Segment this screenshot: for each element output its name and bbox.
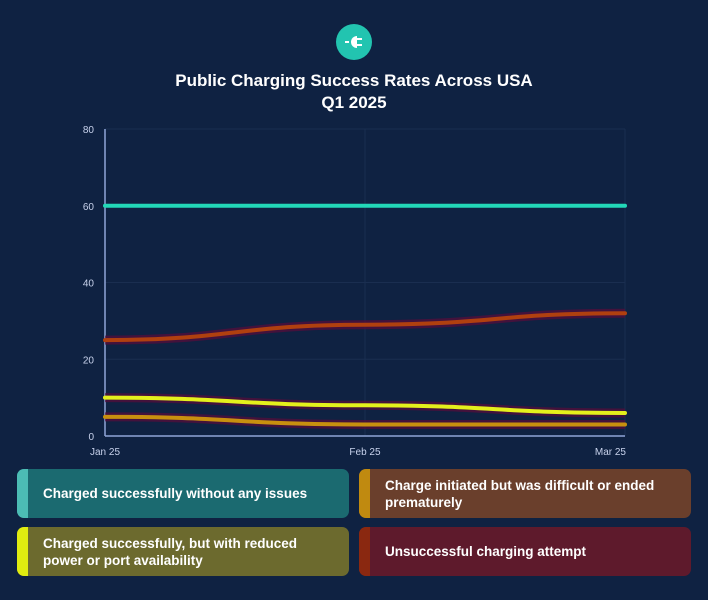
x-tick-label: Jan 25	[90, 447, 120, 458]
legend-item[interactable]: Unsuccessful charging attempt	[359, 527, 691, 576]
y-tick-label: 20	[83, 355, 95, 366]
x-tick-label: Feb 25	[349, 447, 381, 458]
legend-label: Charge initiated but was difficult or en…	[385, 477, 655, 510]
grid	[105, 128, 626, 437]
legend-item[interactable]: Charged successfully without any issues	[17, 469, 349, 518]
legend-label: Unsuccessful charging attempt	[385, 544, 587, 559]
series-lines	[103, 203, 627, 429]
legend-label: Charged successfully, but with reduced p…	[43, 535, 298, 568]
y-tick-label: 80	[83, 125, 95, 136]
legend-swatch	[359, 527, 370, 576]
legend-label: Charged successfully without any issues	[43, 486, 308, 501]
title-line-1: Public Charging Success Rates Across USA	[175, 71, 533, 90]
x-tick-label: Mar 25	[595, 447, 627, 458]
legend-swatch	[17, 527, 28, 576]
y-tick-label: 0	[88, 432, 94, 443]
y-tick-label: 60	[83, 202, 95, 213]
legend-swatch	[359, 469, 370, 518]
chart-title: Public Charging Success Rates Across USA…	[0, 70, 708, 114]
plug-icon	[336, 24, 372, 60]
y-tick-label: 40	[83, 279, 95, 290]
tick-labels: 0 20 40 60 80 Jan 25 Feb 25 Mar 25	[83, 125, 627, 458]
legend-item[interactable]: Charged successfully, but with reduced p…	[17, 527, 349, 576]
legend-item[interactable]: Charge initiated but was difficult or en…	[359, 469, 691, 518]
title-line-2: Q1 2025	[321, 93, 387, 112]
axes	[104, 129, 625, 437]
legend-swatch	[17, 469, 28, 518]
